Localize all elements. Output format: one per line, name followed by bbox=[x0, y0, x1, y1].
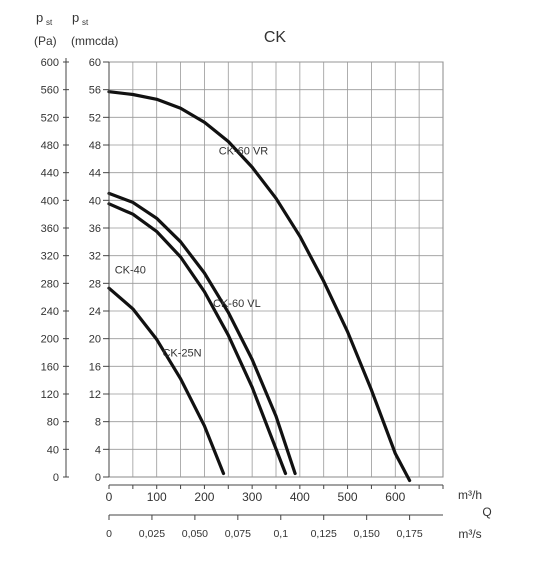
x-m3s-tick-label: 0,125 bbox=[311, 528, 337, 540]
y-left-tick-label: 0 bbox=[53, 472, 59, 484]
axes bbox=[63, 58, 444, 520]
y-left-tick-label: 320 bbox=[41, 251, 59, 263]
y-right-tick-label: 56 bbox=[89, 85, 101, 97]
y-right-tick-label: 32 bbox=[89, 251, 101, 263]
x-m3h-tick-label: 200 bbox=[194, 490, 214, 504]
y-right-tick-label: 44 bbox=[89, 168, 101, 180]
y-right-title-sub: st bbox=[82, 18, 89, 27]
y-right-tick-label: 4 bbox=[95, 444, 101, 456]
y-right-tick-label: 40 bbox=[89, 195, 101, 207]
y-left-title-unit: (Pa) bbox=[34, 34, 57, 48]
x-m3s-tick-label: 0,050 bbox=[182, 528, 208, 540]
y-left-title-sub: st bbox=[46, 18, 53, 27]
curves bbox=[107, 90, 412, 483]
y-right-tick-label: 12 bbox=[89, 389, 101, 401]
y-left-tick-label: 120 bbox=[41, 389, 59, 401]
y-left-tick-label: 440 bbox=[41, 168, 59, 180]
x-m3s-tick-label: 0,025 bbox=[139, 528, 165, 540]
x-label-q: Q bbox=[482, 505, 491, 519]
y-right-tick-label: 36 bbox=[89, 223, 101, 235]
x-m3h-tick-label: 400 bbox=[290, 490, 310, 504]
y-left-tick-label: 520 bbox=[41, 112, 59, 124]
y-right-tick-label: 24 bbox=[89, 306, 101, 318]
y-left-tick-label: 160 bbox=[41, 361, 59, 373]
y-right-tick-label: 28 bbox=[89, 278, 101, 290]
series-line-ck-60-vr bbox=[107, 90, 412, 483]
x-m3s-tick-label: 0,150 bbox=[354, 528, 380, 540]
y-right-tick-label: 8 bbox=[95, 417, 101, 429]
y-right-tick-label: 16 bbox=[89, 361, 101, 373]
y-left-title-symbol: p bbox=[36, 10, 43, 25]
grid bbox=[108, 61, 444, 478]
x-m3h-tick-label: 0 bbox=[106, 490, 113, 504]
series-label: CK-60 VR bbox=[219, 146, 269, 158]
y-right-tick-label: 0 bbox=[95, 472, 101, 484]
y-left-tick-label: 40 bbox=[47, 444, 59, 456]
series-label: CK-60 VL bbox=[213, 298, 261, 310]
x-m3h-tick-label: 600 bbox=[385, 490, 405, 504]
x-unit-m3h: m³/h bbox=[458, 488, 482, 502]
y-right-tick-label: 60 bbox=[89, 57, 101, 69]
x-m3s-tick-label: 0,1 bbox=[273, 528, 288, 540]
y-right-title-symbol: p bbox=[72, 10, 79, 25]
x-m3h-tick-label: 300 bbox=[242, 490, 262, 504]
x-m3s-tick-label: 0,075 bbox=[225, 528, 251, 540]
y-left-tick-label: 360 bbox=[41, 223, 59, 235]
y-right-tick-label: 20 bbox=[89, 334, 101, 346]
x-m3s-tick-label: 0 bbox=[106, 528, 112, 540]
y-left-tick-label: 480 bbox=[41, 140, 59, 152]
x-m3s-tick-label: 0,175 bbox=[396, 528, 422, 540]
series-line-ck-40 bbox=[107, 202, 288, 476]
series-line-ck-25n bbox=[107, 286, 226, 476]
x-unit-m3s: m³/s bbox=[458, 527, 481, 541]
y-left-tick-label: 600 bbox=[41, 57, 59, 69]
y-left-tick-label: 560 bbox=[41, 85, 59, 97]
series-label: CK-40 bbox=[115, 265, 146, 277]
y-left-tick-label: 240 bbox=[41, 306, 59, 318]
y-left-tick-label: 80 bbox=[47, 417, 59, 429]
series-line-ck-60-vl bbox=[107, 191, 297, 476]
y-right-tick-label: 52 bbox=[89, 112, 101, 124]
chart-title: CK bbox=[264, 29, 287, 46]
y-left-tick-label: 280 bbox=[41, 278, 59, 290]
x-m3h-tick-label: 500 bbox=[338, 490, 358, 504]
y-left-tick-label: 400 bbox=[41, 195, 59, 207]
y-right-title-unit: (mmcda) bbox=[71, 34, 118, 48]
x-m3h-tick-label: 100 bbox=[147, 490, 167, 504]
y-right-tick-label: 48 bbox=[89, 140, 101, 152]
series-label: CK-25N bbox=[162, 348, 201, 360]
y-left-tick-label: 200 bbox=[41, 334, 59, 346]
